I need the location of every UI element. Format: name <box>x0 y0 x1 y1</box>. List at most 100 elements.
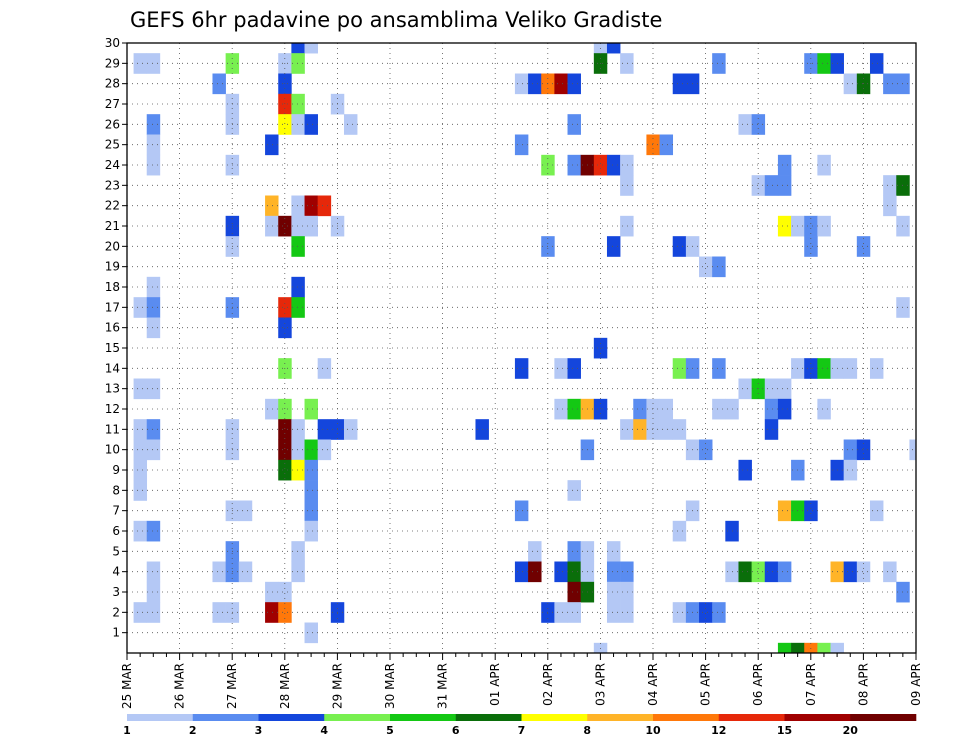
heatmap-cell <box>265 602 279 623</box>
heatmap-cell <box>843 561 858 583</box>
heatmap-cell <box>304 195 318 217</box>
legend-label: 1 <box>123 724 131 737</box>
heatmap-cell <box>843 439 858 461</box>
y-tick-label: 20 <box>105 239 120 253</box>
legend-label: 4 <box>320 724 328 737</box>
y-tick-label: 11 <box>105 422 120 436</box>
x-tick-label: 27 MAR <box>225 663 239 709</box>
heatmap-cell <box>133 297 148 318</box>
heatmap-cell <box>777 154 792 176</box>
heatmap-cell <box>514 73 529 95</box>
legend-swatch <box>455 714 522 721</box>
heatmap-cell <box>883 561 897 583</box>
heatmap-cell <box>212 73 226 95</box>
heatmap-cell <box>304 622 318 644</box>
heatmap-cell <box>291 439 305 461</box>
heatmap-cell <box>738 378 752 400</box>
heatmap-cell <box>659 398 674 420</box>
heatmap-cell <box>620 175 634 196</box>
legend-swatch <box>192 714 259 721</box>
heatmap-cell <box>304 398 318 420</box>
heatmap-cell <box>777 642 792 654</box>
heatmap-cell <box>554 73 568 95</box>
heatmap-cell <box>567 541 581 562</box>
heatmap-cell <box>528 561 542 583</box>
heatmap-cell <box>291 236 305 257</box>
y-tick-label: 27 <box>105 97 120 111</box>
heatmap-cell <box>291 459 305 481</box>
heatmap-cell <box>146 297 161 318</box>
heatmap-cell <box>817 215 831 237</box>
heatmap-cell <box>133 459 148 481</box>
x-tick-label: 06 APR <box>751 663 765 706</box>
heatmap-cell <box>777 175 792 196</box>
heatmap-cell <box>856 236 871 257</box>
heatmap-cell <box>528 73 542 95</box>
heatmap-cell <box>278 419 292 440</box>
heatmap-cell <box>764 419 779 440</box>
heatmap-cell <box>764 175 779 196</box>
heatmap-cell <box>278 398 292 420</box>
heatmap-cell <box>672 358 687 379</box>
heatmap-cell <box>317 439 332 461</box>
heatmap-cell <box>304 459 318 481</box>
heatmap-cell <box>514 134 529 156</box>
heatmap-cell <box>317 419 332 440</box>
y-tick-label: 3 <box>112 585 120 599</box>
heatmap-cell <box>791 642 805 654</box>
heatmap-cell <box>764 561 779 583</box>
y-tick-label: 25 <box>105 138 120 152</box>
y-tick-label: 10 <box>105 443 120 457</box>
heatmap-cell <box>212 602 226 623</box>
heatmap-cell <box>804 500 818 522</box>
heatmap-cell <box>291 297 305 318</box>
heatmap-cell <box>738 561 752 583</box>
y-tick-label: 22 <box>105 199 120 213</box>
heatmap-cell <box>712 602 726 623</box>
heatmap-cell <box>606 602 621 623</box>
heatmap-cell <box>291 93 305 115</box>
heatmap-cell <box>883 175 897 196</box>
heatmap-cell <box>804 236 818 257</box>
heatmap-cell <box>672 520 687 542</box>
heatmap-cell <box>146 134 161 156</box>
legend-swatch <box>784 714 851 721</box>
heatmap-cell <box>856 561 871 583</box>
x-tick-label: 04 APR <box>646 663 660 706</box>
heatmap-cell <box>265 398 279 420</box>
heatmap-cell <box>554 358 568 379</box>
heatmap-cell <box>278 459 292 481</box>
x-tick-label: 25 MAR <box>120 663 134 709</box>
heatmap-cell <box>883 73 897 95</box>
heatmap-cell <box>146 419 161 440</box>
x-tick-label: 02 APR <box>541 663 555 706</box>
heatmap-cell <box>646 398 660 420</box>
heatmap-cell <box>265 581 279 603</box>
heatmap-cell <box>777 398 792 420</box>
heatmap-cell <box>712 358 726 379</box>
y-tick-label: 18 <box>105 280 120 294</box>
heatmap-cell <box>567 358 581 379</box>
heatmap-cell <box>567 581 581 603</box>
legend-swatch <box>587 714 654 721</box>
heatmap-cell <box>304 480 318 501</box>
heatmap-cell <box>304 215 318 237</box>
y-tick-label: 4 <box>112 565 120 579</box>
heatmap-cell <box>751 114 766 135</box>
legend-swatch <box>258 714 325 721</box>
heatmap-cell <box>777 561 792 583</box>
heatmap-cell <box>133 53 148 74</box>
heatmap-cell <box>672 419 687 440</box>
legend-swatch <box>850 714 917 721</box>
heatmap-cell <box>146 439 161 461</box>
heatmap-cell <box>265 195 279 217</box>
heatmap-cell <box>514 561 529 583</box>
heatmap-cell <box>620 581 634 603</box>
heatmap-cell <box>146 520 161 542</box>
y-tick-label: 1 <box>112 626 120 640</box>
heatmap-cell <box>567 602 581 623</box>
heatmap-cell <box>764 378 779 400</box>
heatmap-cell <box>291 43 305 54</box>
heatmap-cell <box>699 256 713 278</box>
